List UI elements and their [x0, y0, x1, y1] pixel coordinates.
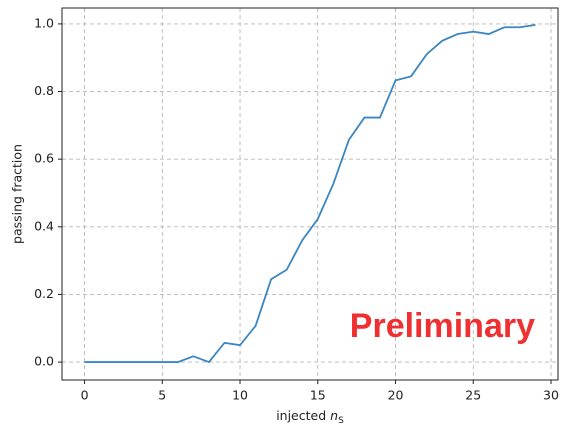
x-label-text: injected [276, 408, 326, 423]
y-tick-label: 0.0 [34, 354, 54, 369]
plot-frame [61, 7, 559, 381]
x-label-subscript: S [338, 416, 344, 426]
x-tick-label: 0 [81, 388, 89, 403]
x-tick-label: 25 [465, 388, 481, 403]
line-series [84, 24, 536, 364]
x-label-symbol: n [330, 408, 338, 423]
y-tick-label: 0.2 [34, 286, 54, 301]
x-tick-label: 30 [543, 388, 559, 403]
x-tick-label: 5 [158, 388, 166, 403]
y-tick-label: 0.8 [34, 83, 54, 98]
y-tick-label: 1.0 [34, 15, 54, 30]
x-tick-label: 20 [388, 388, 404, 403]
annotation: Preliminary [350, 307, 535, 345]
x-tick-label: 10 [232, 388, 248, 403]
y-tick-label: 0.6 [34, 151, 54, 166]
y-axis-label: passing fraction [10, 144, 25, 244]
x-tick-label: 15 [310, 388, 326, 403]
x-axis-label: injected nS [276, 408, 344, 426]
y-tick-label: 0.4 [34, 218, 54, 233]
